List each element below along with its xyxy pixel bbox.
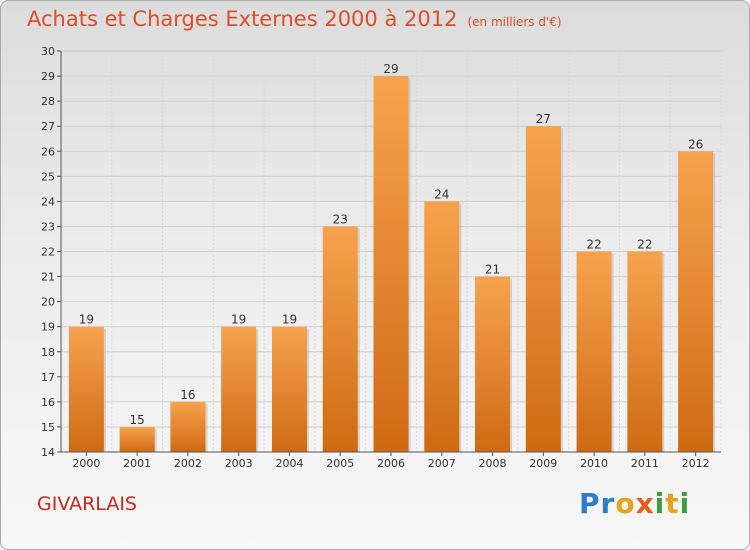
value-label-2011: 22 <box>637 238 652 252</box>
value-label-2003: 19 <box>231 313 246 327</box>
value-label-2012: 26 <box>688 137 703 151</box>
y-tick-label: 15 <box>41 421 55 434</box>
x-tick-label-2006: 2006 <box>377 457 405 470</box>
bar-2008 <box>475 276 511 452</box>
x-tick-label-2008: 2008 <box>479 457 507 470</box>
bar-layer: 19 15 16 19 19 23 29 24 21 27 22 22 26 <box>68 62 716 452</box>
x-tick-label-2009: 2009 <box>529 457 557 470</box>
x-tick-label-2002: 2002 <box>174 457 202 470</box>
y-tick-label: 20 <box>41 296 55 309</box>
bar-2007 <box>424 201 460 452</box>
bar-2002 <box>170 401 206 452</box>
place-name: GIVARLAIS <box>37 493 137 515</box>
value-label-2008: 21 <box>485 263 500 277</box>
y-tick-label: 23 <box>41 220 55 233</box>
value-label-2007: 24 <box>434 187 449 201</box>
bar-2009 <box>525 126 561 452</box>
bar-2003 <box>221 326 257 452</box>
x-tick-label-2012: 2012 <box>682 457 710 470</box>
value-label-2004: 19 <box>282 313 297 327</box>
logo-letter: i <box>654 487 666 520</box>
x-tick-label-2000: 2000 <box>72 457 100 470</box>
value-label-2010: 22 <box>586 238 601 252</box>
value-label-2001: 15 <box>130 413 145 427</box>
logo-letter: i <box>679 487 691 520</box>
logo-letter: o <box>615 487 636 520</box>
bar-2006 <box>373 76 409 452</box>
logo-letter: x <box>635 487 655 520</box>
bar-2012 <box>678 151 714 452</box>
x-tick-label-2001: 2001 <box>123 457 151 470</box>
bar-2010 <box>576 251 612 452</box>
logo-letter: r <box>600 487 616 520</box>
chart-subtitle: (en milliers d'€) <box>467 15 562 29</box>
y-tick-label: 25 <box>41 170 55 183</box>
x-tick-label-2003: 2003 <box>225 457 253 470</box>
bar-2001 <box>119 426 155 452</box>
bar-2000 <box>68 326 104 452</box>
chart-title-text: Achats et Charges Externes 2000 à 2012 <box>27 7 458 31</box>
value-label-2005: 23 <box>333 212 348 226</box>
x-tick-label-2011: 2011 <box>631 457 659 470</box>
value-label-2009: 27 <box>536 112 551 126</box>
y-tick-label: 22 <box>41 246 55 259</box>
x-tick-label-2004: 2004 <box>275 457 303 470</box>
value-label-2000: 19 <box>79 313 94 327</box>
y-tick-label: 26 <box>41 145 55 158</box>
x-tick-label-2007: 2007 <box>428 457 456 470</box>
axis-layer: 14 15 16 17 18 19 20 21 22 23 24 25 26 27 28 29 30 2000 20… <box>41 45 721 470</box>
value-label-2002: 16 <box>180 388 195 402</box>
bar-2011 <box>627 251 663 452</box>
y-tick-label: 21 <box>41 271 55 284</box>
value-label-2006: 29 <box>383 62 398 76</box>
logo-letter: t <box>665 487 680 520</box>
y-tick-label: 19 <box>41 321 55 334</box>
y-tick-label: 29 <box>41 70 55 83</box>
x-tick-label-2010: 2010 <box>580 457 608 470</box>
bar-2004 <box>271 326 307 452</box>
y-tick-label: 30 <box>41 45 55 58</box>
bar-2005 <box>322 226 358 452</box>
y-tick-label: 17 <box>41 371 55 384</box>
y-tick-label: 27 <box>41 120 55 133</box>
chart-title: Achats et Charges Externes 2000 à 2012 (e… <box>27 7 562 31</box>
logo-letter: P <box>579 487 601 520</box>
x-tick-label-2005: 2005 <box>326 457 354 470</box>
proxiti-logo: Proxiti <box>579 487 690 520</box>
y-tick-label: 14 <box>41 446 55 459</box>
y-tick-label: 18 <box>41 346 55 359</box>
y-tick-label: 24 <box>41 195 55 208</box>
y-tick-label: 16 <box>41 396 55 409</box>
y-tick-label: 28 <box>41 95 55 108</box>
